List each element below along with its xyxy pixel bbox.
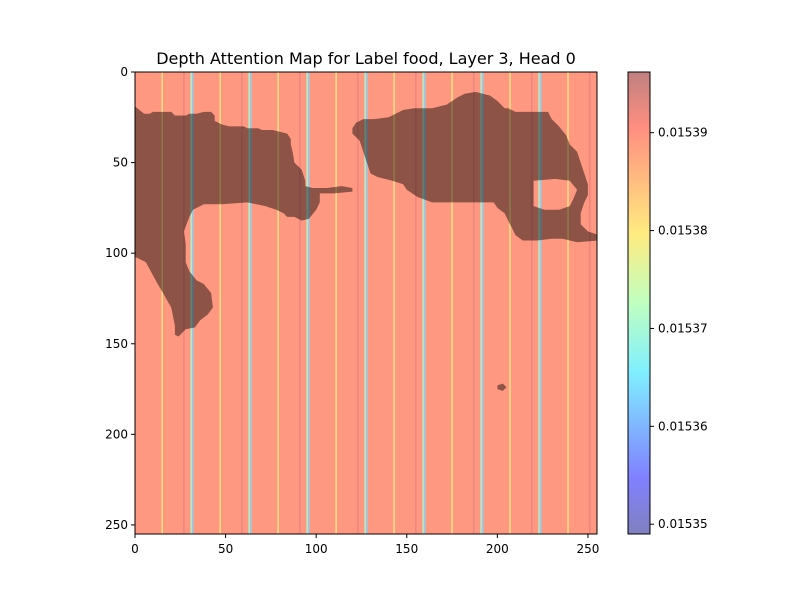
attention-stripe [393,72,395,534]
colorbar-gradient [628,72,650,534]
attention-stripe [277,72,279,534]
depth-region [135,91,597,391]
x-tick-label: 0 [131,542,139,556]
y-tick-label: 100 [105,246,128,260]
attention-stripe [192,72,194,534]
attention-stripe [589,72,591,534]
attention-stripe [219,72,221,534]
colorbar-frame [627,71,651,535]
colorbar-tick-label: 0.01539 [658,126,708,140]
attention-stripe [531,72,533,534]
attention-stripe [357,72,359,534]
attention-stripe [364,72,366,534]
attention-stripe [250,72,252,534]
attention-stripe [422,72,424,534]
attention-stripe [306,72,308,534]
attention-stripe [299,72,301,534]
x-tick-label: 200 [486,542,509,556]
attention-stripe [473,72,475,534]
x-axis-ticks: 0 50 100 150 200 250 [131,534,599,556]
depth-mask [135,91,597,391]
colorbar-tick-label: 0.01535 [658,517,708,531]
attention-stripe [509,72,511,534]
x-tick-label: 250 [576,542,599,556]
colorbar-tick-label: 0.01536 [658,419,708,433]
attention-column-stripes [161,72,591,534]
attention-stripe [308,72,310,534]
colorbar: 0.01535 0.01536 0.01537 0.01538 0.01539 [627,71,708,535]
colorbar-ticks: 0.01535 0.01536 0.01537 0.01538 0.01539 [650,126,708,531]
y-tick-label: 150 [105,337,128,351]
heatmap-background [135,72,597,534]
y-tick-label: 250 [105,518,128,532]
attention-stripe [540,72,542,534]
y-tick-label: 50 [113,156,128,170]
attention-stripe [366,72,368,534]
attention-stripe [482,72,484,534]
attention-stripe [183,72,185,534]
attention-stripe [161,72,163,534]
x-tick-label: 50 [218,542,233,556]
attention-stripe [190,72,192,534]
y-tick-label: 0 [120,65,128,79]
x-tick-label: 100 [305,542,328,556]
colorbar-tick-label: 0.01538 [658,224,708,238]
attention-stripe [538,72,540,534]
heatmap-plot-area [135,72,597,534]
colorbar-tick-label: 0.01537 [658,321,708,335]
plot-frame [134,71,598,535]
y-tick-label: 200 [105,427,128,441]
x-tick-label: 150 [395,542,418,556]
attention-stripe [424,72,426,534]
attention-stripe [567,72,569,534]
y-axis-ticks: 0 50 100 150 200 250 [105,65,135,532]
attention-stripe [241,72,243,534]
attention-stripe [415,72,417,534]
attention-stripe [451,72,453,534]
attention-stripe [480,72,482,534]
attention-stripe [248,72,250,534]
attention-stripe [335,72,337,534]
chart-title: Depth Attention Map for Label food, Laye… [156,49,576,68]
